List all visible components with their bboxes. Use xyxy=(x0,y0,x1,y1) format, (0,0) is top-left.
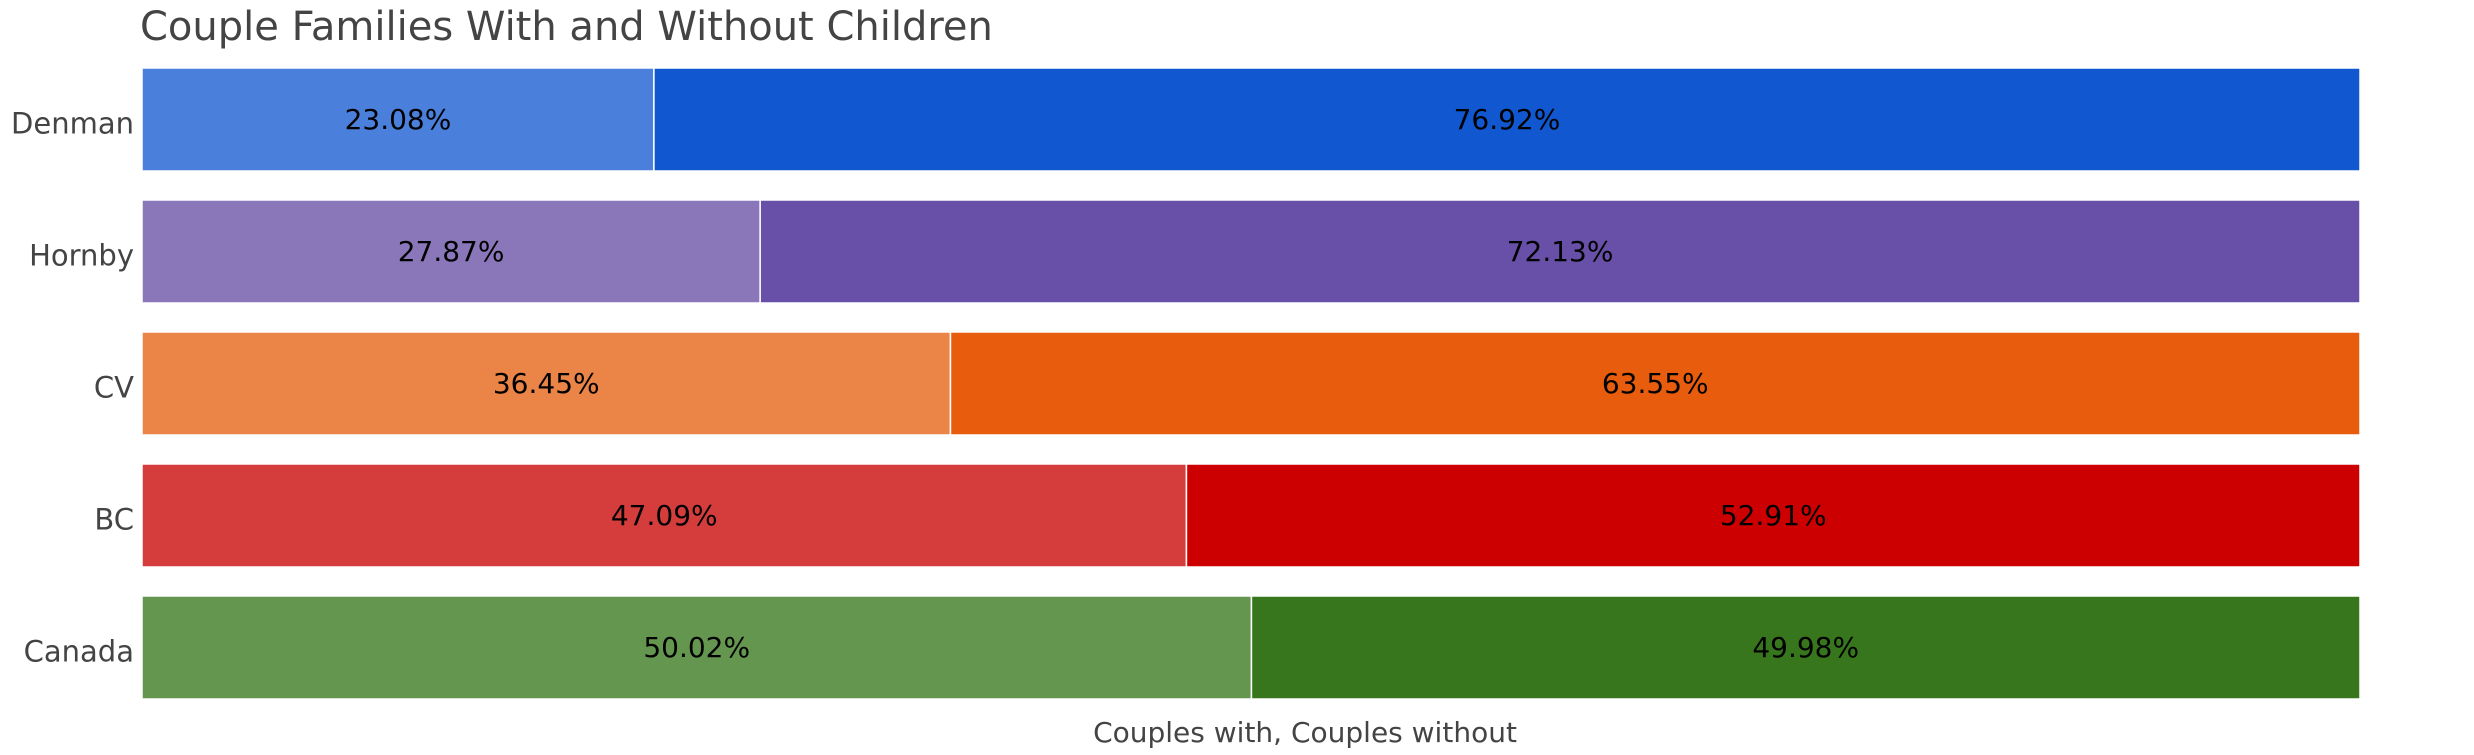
data-label-denman-without: 76.92% xyxy=(1454,103,1561,136)
data-label-bc-with: 47.09% xyxy=(611,499,718,532)
bar-denman-without xyxy=(653,67,2361,172)
data-label-cv-without: 63.55% xyxy=(1602,367,1709,400)
category-label-cv: CV xyxy=(94,371,134,405)
x-axis-label: Couples with, Couples without xyxy=(1093,716,1517,749)
bar-hornby-without xyxy=(759,199,2361,304)
bar-denman-with xyxy=(141,67,655,172)
data-label-hornby-without: 72.13% xyxy=(1507,235,1614,268)
data-label-denman-with: 23.08% xyxy=(345,103,452,136)
bar-cv-with xyxy=(141,331,952,436)
bar-bc-without xyxy=(1185,463,2361,568)
bar-cv-without xyxy=(949,331,2361,436)
bar-canada-with xyxy=(141,595,1253,700)
category-label-bc: BC xyxy=(94,503,134,537)
bar-bc-with xyxy=(141,463,1188,568)
bar-canada-without xyxy=(1250,595,2361,700)
data-label-canada-without: 49.98% xyxy=(1752,631,1859,664)
data-label-bc-without: 52.91% xyxy=(1720,499,1827,532)
category-label-hornby: Hornby xyxy=(29,239,134,273)
category-label-denman: Denman xyxy=(11,107,134,141)
bar-hornby-with xyxy=(141,199,761,304)
data-label-canada-with: 50.02% xyxy=(643,631,750,664)
category-labels: Denman Hornby CV BC Canada xyxy=(11,107,134,669)
data-label-hornby-with: 27.87% xyxy=(398,235,505,268)
data-label-cv-with: 36.45% xyxy=(493,367,600,400)
category-label-canada: Canada xyxy=(24,635,134,669)
chart-title: Couple Families With and Without Childre… xyxy=(140,4,993,50)
bars-layer xyxy=(141,67,2361,700)
data-labels: 23.08% 76.92% 27.87% 72.13% 36.45% 63.55% 47.0… xyxy=(345,103,1860,664)
